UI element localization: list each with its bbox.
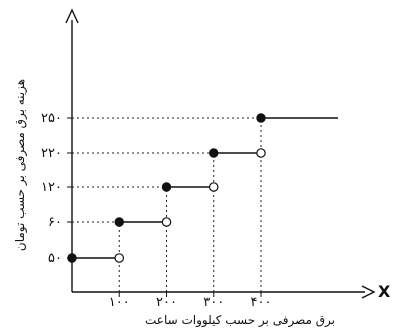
y-tick-labels: ۵۰ ۶۰ ۱۲۰ ۲۲۰ ۲۵۰ bbox=[41, 111, 72, 266]
y-axis-arrow-icon bbox=[65, 8, 79, 24]
closed-point-4 bbox=[256, 113, 266, 123]
x-tick-labels: ۱۰۰ ۲۰۰ ۳۰۰ ۴۰۰ bbox=[109, 292, 272, 310]
closed-point-1 bbox=[114, 217, 124, 227]
open-point-3 bbox=[256, 148, 266, 158]
x-axis-arrow-icon bbox=[361, 285, 376, 299]
x-tick-label-3: ۴۰۰ bbox=[251, 295, 272, 310]
y-tick-label-2: ۱۲۰ bbox=[41, 180, 62, 195]
x-axis-letter: X bbox=[378, 282, 391, 301]
closed-point-3 bbox=[209, 148, 219, 158]
step-endpoints bbox=[67, 113, 266, 263]
x-tick-label-1: ۲۰۰ bbox=[156, 295, 177, 310]
y-axis-title: هزینه برق مصرفی بر حسب تومان bbox=[13, 79, 28, 251]
x-axis-title: برق مصرفی بر حسب کیلووات ساعت bbox=[145, 313, 335, 328]
y-tick-label-3: ۲۲۰ bbox=[41, 146, 62, 161]
open-point-1 bbox=[161, 217, 172, 227]
closed-point-2 bbox=[161, 182, 172, 192]
y-tick-label-0: ۵۰ bbox=[48, 251, 62, 266]
dotted-guides bbox=[72, 117, 262, 292]
open-point-2 bbox=[208, 182, 219, 192]
x-tick-label-2: ۳۰۰ bbox=[203, 295, 224, 310]
step-segments bbox=[72, 117, 338, 259]
y-tick-label-1: ۶۰ bbox=[48, 215, 62, 230]
y-tick-label-4: ۲۵۰ bbox=[41, 111, 62, 126]
axes bbox=[65, 8, 376, 299]
x-tick-label-0: ۱۰۰ bbox=[109, 295, 130, 310]
open-point-0 bbox=[114, 253, 125, 263]
